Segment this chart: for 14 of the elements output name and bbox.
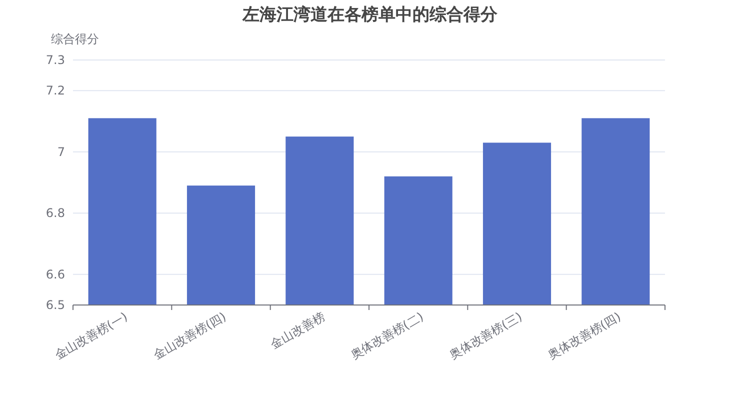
- y-tick-label: 7.2: [46, 84, 65, 98]
- y-tick-label: 6.6: [46, 267, 65, 282]
- y-tick-label: 6.5: [46, 298, 65, 312]
- y-tick-label: 6.8: [46, 206, 65, 220]
- x-tick-label: 金山改善榜: [268, 309, 328, 352]
- x-tick-label: 奥体改善榜(三): [447, 309, 524, 362]
- y-axis-title: 综合得分: [51, 32, 99, 46]
- y-tick-label: 7.3: [46, 53, 65, 67]
- y-tick-label: 7: [57, 144, 65, 159]
- x-tick-label: 金山改善榜(一): [52, 309, 130, 362]
- chart-title: 左海江湾道在各榜单中的综合得分: [242, 5, 498, 25]
- x-tick-label: 金山改善榜(四): [151, 309, 228, 362]
- x-tick-label: 奥体改善榜(二): [348, 309, 426, 362]
- x-tick-label: 奥体改善榜(四): [546, 309, 624, 362]
